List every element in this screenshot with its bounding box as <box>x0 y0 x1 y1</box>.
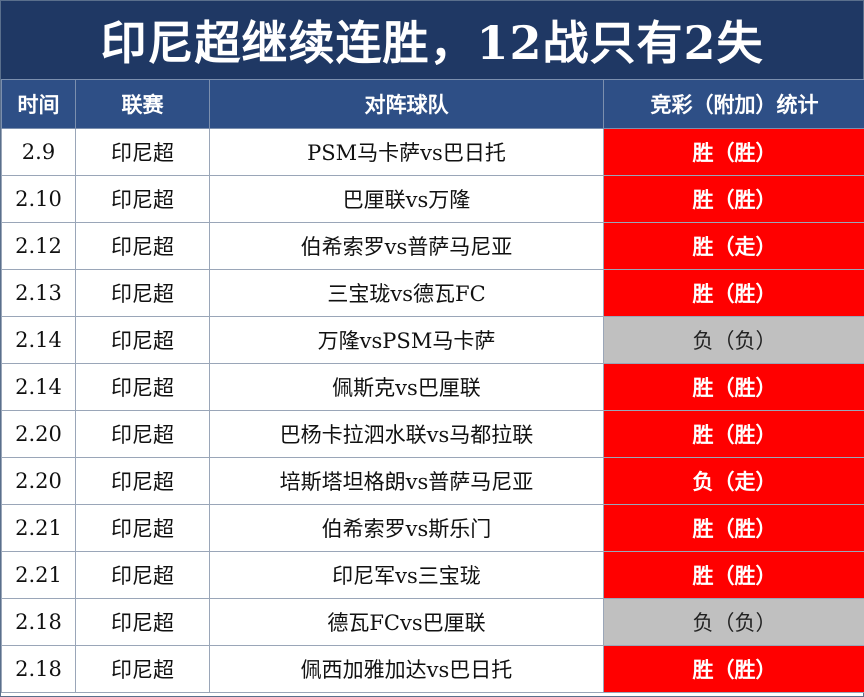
cell-result: 胜（胜） <box>603 128 864 176</box>
cell-date: 2.21 <box>1 551 76 599</box>
page-title: 印尼超继续连胜，12战只有2失 <box>1 1 863 79</box>
cell-date: 2.14 <box>1 363 76 411</box>
table-row: 2.14 印尼超 万隆vsPSM马卡萨 负（负） <box>1 316 864 364</box>
cell-date: 2.18 <box>1 645 76 693</box>
cell-match: 佩斯克vs巴厘联 <box>209 363 604 411</box>
cell-result: 胜（胜） <box>603 269 864 317</box>
cell-date: 2.21 <box>1 504 76 552</box>
cell-match: 伯希索罗vs普萨马尼亚 <box>209 222 604 270</box>
cell-result: 负（负） <box>603 598 864 646</box>
cell-match: 巴厘联vs万隆 <box>209 175 604 223</box>
cell-match: 巴杨卡拉泗水联vs马都拉联 <box>209 410 604 458</box>
cell-match: 培斯塔坦格朗vs普萨马尼亚 <box>209 457 604 505</box>
table-row: 2.13 印尼超 三宝珑vs德瓦FC 胜（胜） <box>1 269 864 317</box>
header-row: 时间 联赛 对阵球队 竞彩（附加）统计 <box>1 79 864 129</box>
cell-league: 印尼超 <box>75 363 210 411</box>
cell-league: 印尼超 <box>75 222 210 270</box>
results-table: 时间 联赛 对阵球队 竞彩（附加）统计 2.9 印尼超 PSM马卡萨vs巴日托 … <box>1 79 864 693</box>
cell-result: 胜（胜） <box>603 175 864 223</box>
cell-league: 印尼超 <box>75 175 210 223</box>
header-league: 联赛 <box>75 79 210 129</box>
cell-match: 佩西加雅加达vs巴日托 <box>209 645 604 693</box>
cell-result: 胜（胜） <box>603 410 864 458</box>
header-time: 时间 <box>1 79 76 129</box>
cell-date: 2.13 <box>1 269 76 317</box>
cell-result: 胜（胜） <box>603 504 864 552</box>
cell-league: 印尼超 <box>75 410 210 458</box>
header-result: 竞彩（附加）统计 <box>603 79 864 129</box>
cell-result: 负（走） <box>603 457 864 505</box>
cell-date: 2.9 <box>1 128 76 176</box>
table-row: 2.18 印尼超 德瓦FCvs巴厘联 负（负） <box>1 598 864 646</box>
cell-match: 伯希索罗vs斯乐门 <box>209 504 604 552</box>
cell-league: 印尼超 <box>75 551 210 599</box>
cell-match: 万隆vsPSM马卡萨 <box>209 316 604 364</box>
cell-match: PSM马卡萨vs巴日托 <box>209 128 604 176</box>
cell-league: 印尼超 <box>75 645 210 693</box>
cell-result: 胜（胜） <box>603 551 864 599</box>
cell-match: 三宝珑vs德瓦FC <box>209 269 604 317</box>
header-match: 对阵球队 <box>209 79 604 129</box>
table-row: 2.20 印尼超 培斯塔坦格朗vs普萨马尼亚 负（走） <box>1 457 864 505</box>
table-row: 2.12 印尼超 伯希索罗vs普萨马尼亚 胜（走） <box>1 222 864 270</box>
table-row: 2.18 印尼超 佩西加雅加达vs巴日托 胜（胜） <box>1 645 864 693</box>
table-row: 2.10 印尼超 巴厘联vs万隆 胜（胜） <box>1 175 864 223</box>
table-row: 2.20 印尼超 巴杨卡拉泗水联vs马都拉联 胜（胜） <box>1 410 864 458</box>
cell-result: 胜（走） <box>603 222 864 270</box>
cell-result: 胜（胜） <box>603 645 864 693</box>
cell-result: 负（负） <box>603 316 864 364</box>
cell-date: 2.20 <box>1 410 76 458</box>
cell-league: 印尼超 <box>75 269 210 317</box>
table-row: 2.14 印尼超 佩斯克vs巴厘联 胜（胜） <box>1 363 864 411</box>
cell-date: 2.14 <box>1 316 76 364</box>
cell-match: 印尼军vs三宝珑 <box>209 551 604 599</box>
cell-league: 印尼超 <box>75 457 210 505</box>
cell-date: 2.12 <box>1 222 76 270</box>
table-body: 2.9 印尼超 PSM马卡萨vs巴日托 胜（胜） 2.10 印尼超 巴厘联vs万… <box>1 128 864 693</box>
cell-match: 德瓦FCvs巴厘联 <box>209 598 604 646</box>
cell-date: 2.18 <box>1 598 76 646</box>
cell-date: 2.10 <box>1 175 76 223</box>
table-row: 2.21 印尼超 伯希索罗vs斯乐门 胜（胜） <box>1 504 864 552</box>
cell-league: 印尼超 <box>75 504 210 552</box>
cell-date: 2.20 <box>1 457 76 505</box>
cell-league: 印尼超 <box>75 316 210 364</box>
cell-league: 印尼超 <box>75 598 210 646</box>
table-row: 2.21 印尼超 印尼军vs三宝珑 胜（胜） <box>1 551 864 599</box>
table-row: 2.9 印尼超 PSM马卡萨vs巴日托 胜（胜） <box>1 128 864 176</box>
cell-result: 胜（胜） <box>603 363 864 411</box>
cell-league: 印尼超 <box>75 128 210 176</box>
